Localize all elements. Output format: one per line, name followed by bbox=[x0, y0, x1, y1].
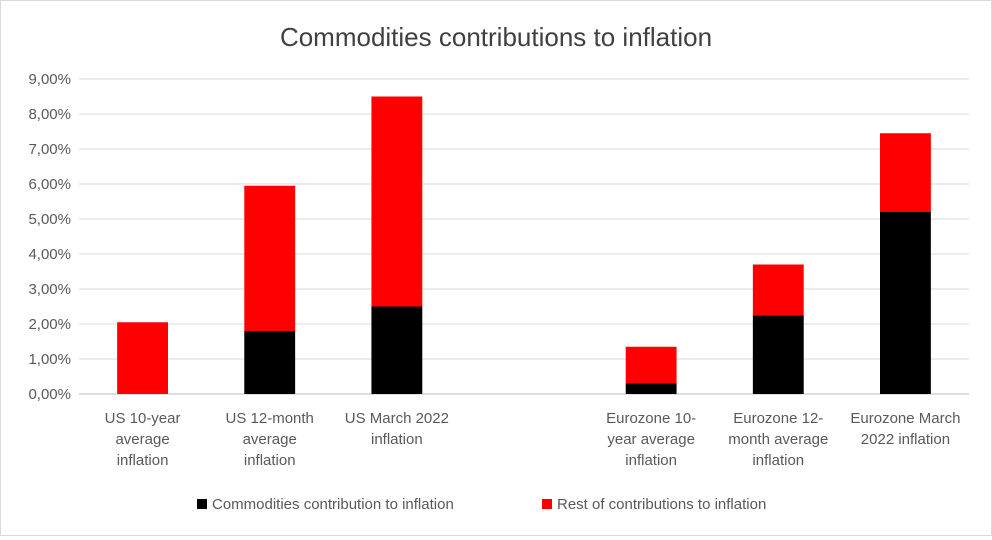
bar-commodities bbox=[371, 306, 423, 394]
gridlines bbox=[79, 78, 969, 395]
x-category-label: Eurozone 12-month average inflation bbox=[728, 410, 828, 469]
y-axis: 0,00% 1,00% 2,00% 3,00% 4,00% 5,00% 6,00% 7,00%… bbox=[28, 71, 71, 403]
y-tick-label: 7,00% bbox=[28, 141, 71, 158]
y-tick-label: 5,00% bbox=[28, 211, 71, 228]
bar-rest bbox=[244, 185, 296, 331]
x-category-label: Eurozone March 2022 inflation bbox=[850, 410, 960, 448]
y-tick-label: 6,00% bbox=[28, 176, 71, 193]
bar-rest bbox=[625, 346, 677, 384]
legend: Commodities contribution to inflation Res… bbox=[197, 496, 766, 513]
y-tick-label: 8,00% bbox=[28, 106, 71, 123]
y-tick-label: 1,00% bbox=[28, 351, 71, 368]
y-tick-label: 2,00% bbox=[28, 316, 71, 333]
x-category-label: US 10-year average inflation bbox=[105, 410, 181, 469]
bar-rest bbox=[752, 264, 804, 316]
bar-commodities bbox=[752, 315, 804, 394]
y-tick-label: 9,00% bbox=[28, 71, 71, 88]
y-tick-label: 4,00% bbox=[28, 246, 71, 263]
x-category-label: US March 2022 inflation bbox=[345, 410, 449, 448]
legend-item-rest: Rest of contributions to inflation bbox=[557, 496, 766, 513]
bar-rest bbox=[117, 322, 168, 394]
bars bbox=[117, 96, 931, 394]
y-tick-label: 3,00% bbox=[28, 281, 71, 298]
x-axis: US 10-year average inflation US 12-month ave… bbox=[105, 410, 961, 469]
x-category-label: Eurozone 10-year average inflation bbox=[606, 410, 696, 469]
legend-swatch bbox=[542, 499, 552, 509]
y-tick-label: 0,00% bbox=[28, 386, 71, 403]
chart-title: Commodities contributions to inflation bbox=[280, 22, 712, 52]
bar-commodities bbox=[880, 212, 931, 394]
legend-item-commodities: Commodities contribution to inflation bbox=[212, 496, 454, 513]
x-category-label: US 12-month average inflation bbox=[226, 410, 314, 469]
bar-rest bbox=[371, 96, 423, 307]
bar-rest bbox=[880, 133, 931, 212]
bar-commodities bbox=[625, 383, 677, 394]
bar-commodities bbox=[244, 331, 296, 394]
legend-swatch bbox=[197, 499, 207, 509]
